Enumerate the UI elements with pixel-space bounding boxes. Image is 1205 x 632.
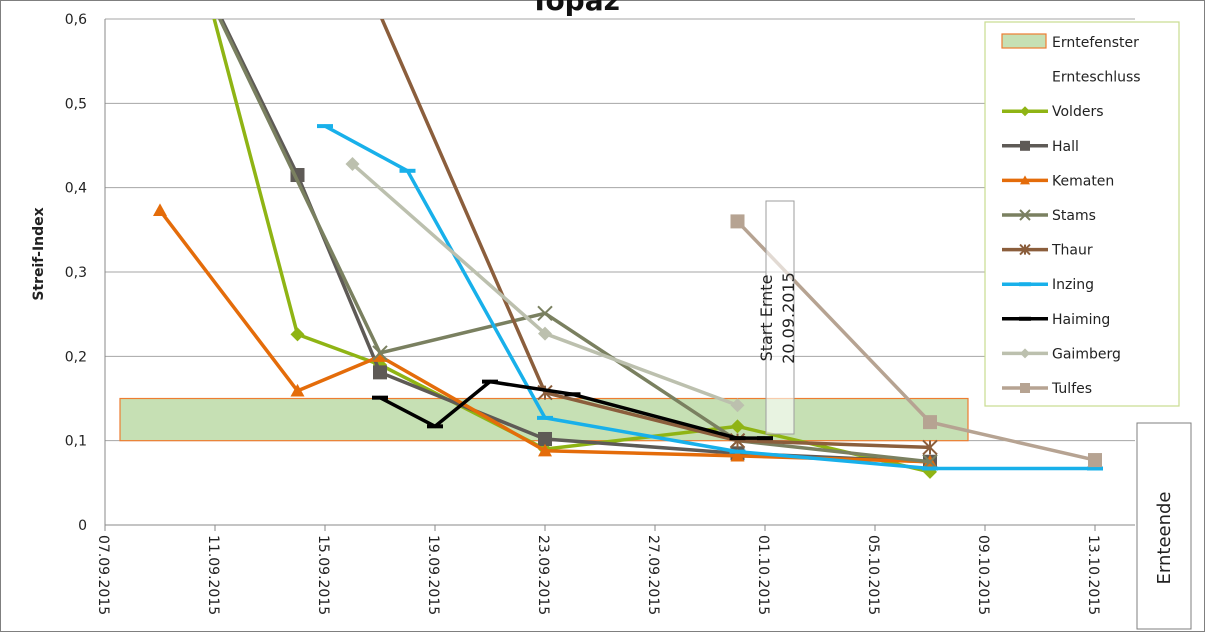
legend-marker-thaur — [1019, 243, 1031, 256]
annotation-start-harvest: Start Ernte 20.09.2015 — [757, 200, 798, 435]
legend-swatch-erntefenster — [1001, 33, 1047, 49]
legend: Erntefenster Ernteschluss Volders Hall Kemat… — [984, 21, 1180, 407]
data-point-thaur — [922, 439, 938, 456]
y-tick-label: 0,1 — [65, 434, 87, 450]
data-point-stams — [537, 305, 553, 322]
x-tick-label: 09.10.2015 — [975, 535, 991, 615]
data-point-gaimberg — [730, 398, 745, 413]
y-tick-label: 0,2 — [65, 349, 87, 365]
legend-marker-hall — [1020, 140, 1030, 151]
legend-label-gaimberg: Gaimberg — [1052, 346, 1121, 362]
legend-label-stams: Stams — [1052, 208, 1096, 224]
series-line-inzing — [323, 124, 1097, 471]
legend-marker-kematen — [1020, 175, 1030, 185]
x-tick-label: 13.10.2015 — [1085, 535, 1101, 615]
data-point-tulfes — [1088, 453, 1102, 468]
y-axis-label: Streif-Index — [31, 207, 47, 300]
x-tick-label: 15.09.2015 — [315, 535, 331, 615]
legend-label-thaur: Thaur — [1051, 243, 1093, 259]
annotation-start-line2: 20.09.2015 — [779, 272, 798, 364]
y-tick-label: 0,3 — [65, 265, 87, 281]
data-point-kematen — [730, 448, 745, 462]
legend-marker-volders — [1020, 106, 1030, 117]
x-tick-label: 27.09.2015 — [645, 535, 661, 615]
legend-label-hall: Hall — [1052, 139, 1079, 155]
x-tick-label: 11.09.2015 — [205, 535, 221, 615]
legend-marker-stams — [1019, 209, 1031, 221]
data-point-tulfes — [730, 214, 745, 229]
x-tick-label: 05.10.2015 — [865, 535, 881, 615]
y-tick-label: 0,6 — [65, 12, 87, 28]
data-point-tulfes — [923, 415, 937, 430]
annotation-start-line1: Start Ernte — [757, 275, 776, 362]
annotation-end-box — [1136, 422, 1192, 630]
annotation-end-text: Ernteende — [1154, 492, 1175, 585]
data-point-stams — [372, 345, 388, 361]
data-point-kematen — [153, 203, 167, 217]
y-tick-label: 0,4 — [65, 181, 87, 197]
data-point-kematen — [538, 443, 552, 457]
data-point-gaimberg — [538, 326, 552, 341]
data-point-kematen — [290, 383, 305, 397]
plot-area: 0 0,1 0,2 0,3 0,4 0,5 0,6 07.09.2015 11.09.2015 1… — [65, 12, 1192, 630]
legend-label-volders: Volders — [1052, 104, 1104, 120]
data-point-volders — [290, 327, 305, 342]
x-tick-label: 19.09.2015 — [425, 535, 441, 615]
legend-label-tulfes: Tulfes — [1051, 381, 1092, 397]
legend-marker-gaimberg — [1020, 348, 1030, 359]
chart-title: Topaz — [530, 0, 620, 17]
series-line-gaimberg — [350, 162, 740, 407]
x-tick-label: 23.09.2015 — [535, 535, 551, 615]
legend-label-haiming: Haiming — [1052, 312, 1110, 328]
annotation-harvest-end: Ernteende — [1136, 422, 1192, 630]
legend-label-kematen: Kematen — [1052, 173, 1114, 189]
data-point-hall — [373, 365, 387, 380]
y-tick-label: 0 — [78, 518, 87, 534]
legend-label-inzing: Inzing — [1052, 277, 1094, 293]
legend-label-ernteschluss: Ernteschluss — [1052, 70, 1141, 86]
data-point-hall — [538, 431, 552, 446]
legend-label-erntefenster: Erntefenster — [1052, 35, 1139, 51]
data-point-kematen — [373, 349, 387, 362]
y-tick-label: 0,5 — [65, 96, 87, 112]
series-line-thaur — [380, 19, 932, 450]
annotation-start-box — [765, 200, 795, 435]
x-tick-label: 07.09.2015 — [95, 535, 111, 615]
data-point-gaimberg — [345, 157, 360, 172]
data-point-volders — [730, 419, 745, 434]
x-tick-label: 01.10.2015 — [755, 535, 771, 615]
legend-marker-tulfes — [1020, 383, 1030, 393]
